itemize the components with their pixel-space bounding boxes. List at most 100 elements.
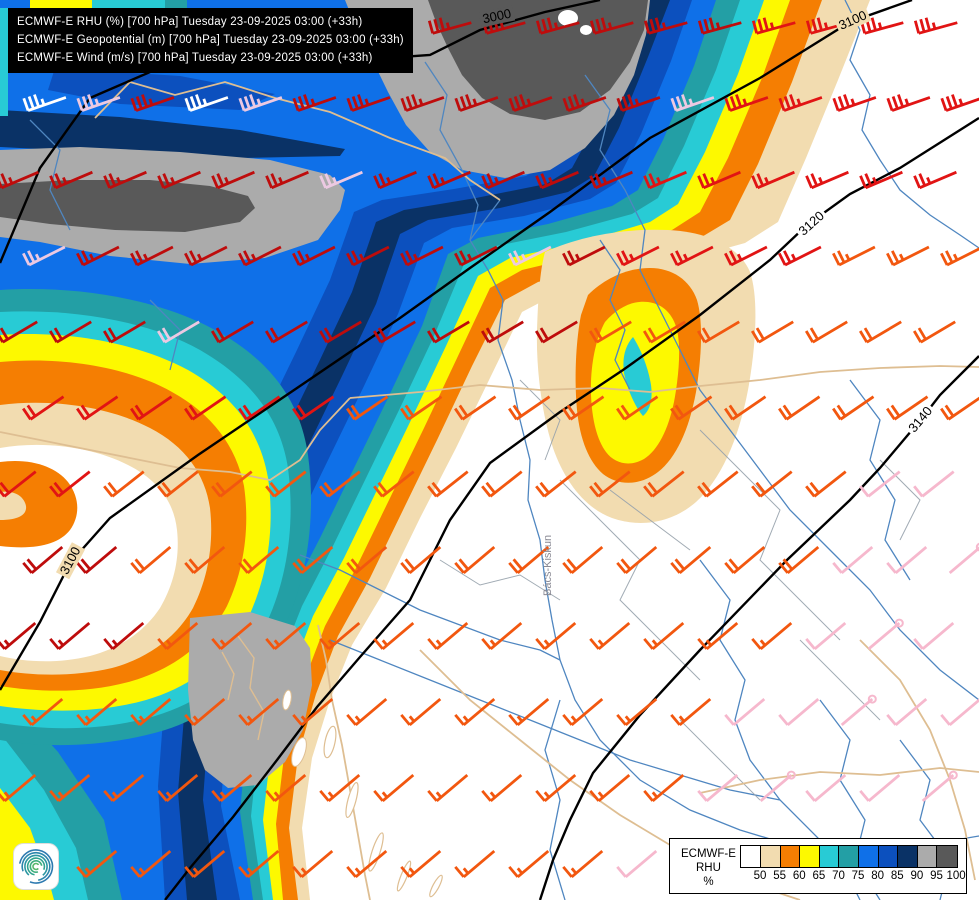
wind-barb: [184, 850, 226, 878]
wind-barb: [913, 470, 955, 498]
wind-barb: [859, 774, 901, 802]
contour-label-3000: 3000: [478, 6, 516, 28]
wind-barb: [103, 774, 145, 802]
wind-barb: [778, 395, 821, 421]
wind-barb: [238, 395, 281, 421]
wind-barb: [940, 698, 979, 726]
wind-barb: [886, 546, 928, 574]
legend-swatch: [800, 846, 820, 867]
wind-barb: [697, 17, 742, 35]
legend-scale: 50 55 60 65 70 75 80 85 90 95 100: [740, 845, 966, 889]
wind-barb: [751, 170, 795, 190]
wind-barb: [265, 622, 307, 650]
wind-barb: [643, 170, 687, 190]
country-borders: [0, 80, 979, 900]
legend-label-column: ECMWF-E RHU %: [676, 845, 740, 889]
wind-barb: [778, 698, 820, 726]
wind-barb: [562, 94, 607, 112]
wind-barb: [373, 470, 415, 498]
legend-swatch: [741, 846, 762, 867]
wind-barb: [804, 320, 848, 344]
legend-swatches: [740, 845, 958, 868]
legend-tick: 50: [753, 870, 767, 882]
wind-barb: [400, 395, 443, 421]
wind-barb: [184, 546, 226, 574]
wind-barb: [238, 546, 280, 574]
wind-barb: [22, 245, 66, 267]
wind-barb: [48, 320, 92, 344]
calm-wind-circle: [867, 694, 877, 704]
wind-barb: [238, 698, 280, 726]
wind-barb: [589, 170, 633, 190]
wind-barb: [508, 850, 550, 878]
wind-barb: [670, 546, 712, 574]
wind-barb: [211, 774, 253, 802]
wind-barb: [319, 470, 361, 498]
wind-barb: [454, 546, 496, 574]
legend-tick: 85: [890, 870, 904, 882]
wind-barb: [76, 546, 118, 574]
wind-barb: [750, 320, 794, 344]
wind-barb: [948, 546, 979, 574]
legend-box: ECMWF-E RHU % 50 55 60 65 70 75 80 85 90 95 100: [669, 838, 967, 894]
wind-barb: [535, 17, 580, 35]
wind-barb: [642, 320, 686, 344]
wind-barb: [562, 850, 604, 878]
wind-barb: [670, 245, 714, 267]
wind-barb: [400, 698, 442, 726]
wind-barb: [0, 774, 37, 802]
wind-barb: [427, 17, 472, 35]
wind-barb: [589, 17, 634, 35]
wind-barb: [867, 622, 901, 650]
wind-barb: [643, 774, 685, 802]
region-name-label: Bács-Kiskun: [542, 535, 554, 596]
wind-barb: [481, 774, 523, 802]
wind-barb: [319, 170, 363, 190]
wind-barb: [697, 170, 741, 190]
wind-barb: [454, 850, 496, 878]
wind-barb: [76, 245, 120, 267]
wind-barb: [292, 245, 336, 267]
legend-tick: 75: [851, 870, 865, 882]
wind-barb: [130, 245, 174, 267]
legend-swatch: [780, 846, 801, 867]
wind-barb: [805, 622, 847, 650]
wind-barb: [130, 395, 173, 421]
wind-barb: [346, 546, 388, 574]
wind-barb: [940, 94, 979, 112]
wind-barb: [589, 470, 631, 498]
wind-barb: [535, 470, 577, 498]
wind-barb: [913, 17, 958, 35]
spiral-arc: [21, 851, 51, 882]
wind-barb: [426, 320, 470, 344]
wind-barb: [76, 850, 118, 878]
wind-barb: [562, 546, 604, 574]
legend-tick: 80: [871, 870, 885, 882]
moist-oval-feature: [536, 229, 756, 523]
wind-barb: [76, 94, 121, 112]
legend-swatch: [898, 846, 918, 867]
wind-barb: [858, 320, 902, 344]
wind-barb: [264, 320, 308, 344]
wind-barb: [0, 622, 37, 650]
county-boundaries: [439, 379, 921, 801]
wind-barb: [616, 850, 658, 878]
provider-logo[interactable]: [13, 843, 59, 890]
wind-barb: [454, 395, 497, 421]
wind-barb: [921, 774, 955, 802]
wind-barb: [751, 470, 793, 498]
wind-barb: [156, 320, 200, 344]
wind-barb: [913, 170, 957, 190]
wind-barb: [859, 470, 901, 498]
svg-text:3000: 3000: [481, 6, 512, 27]
legend-tick: 90: [910, 870, 924, 882]
wind-barb: [940, 247, 979, 267]
wind-barb: [724, 94, 769, 112]
wind-barb: [400, 546, 442, 574]
wind-barb: [724, 245, 768, 267]
wind-barb: [103, 622, 145, 650]
wind-barb: [373, 170, 417, 190]
legend-swatch: [839, 846, 860, 867]
